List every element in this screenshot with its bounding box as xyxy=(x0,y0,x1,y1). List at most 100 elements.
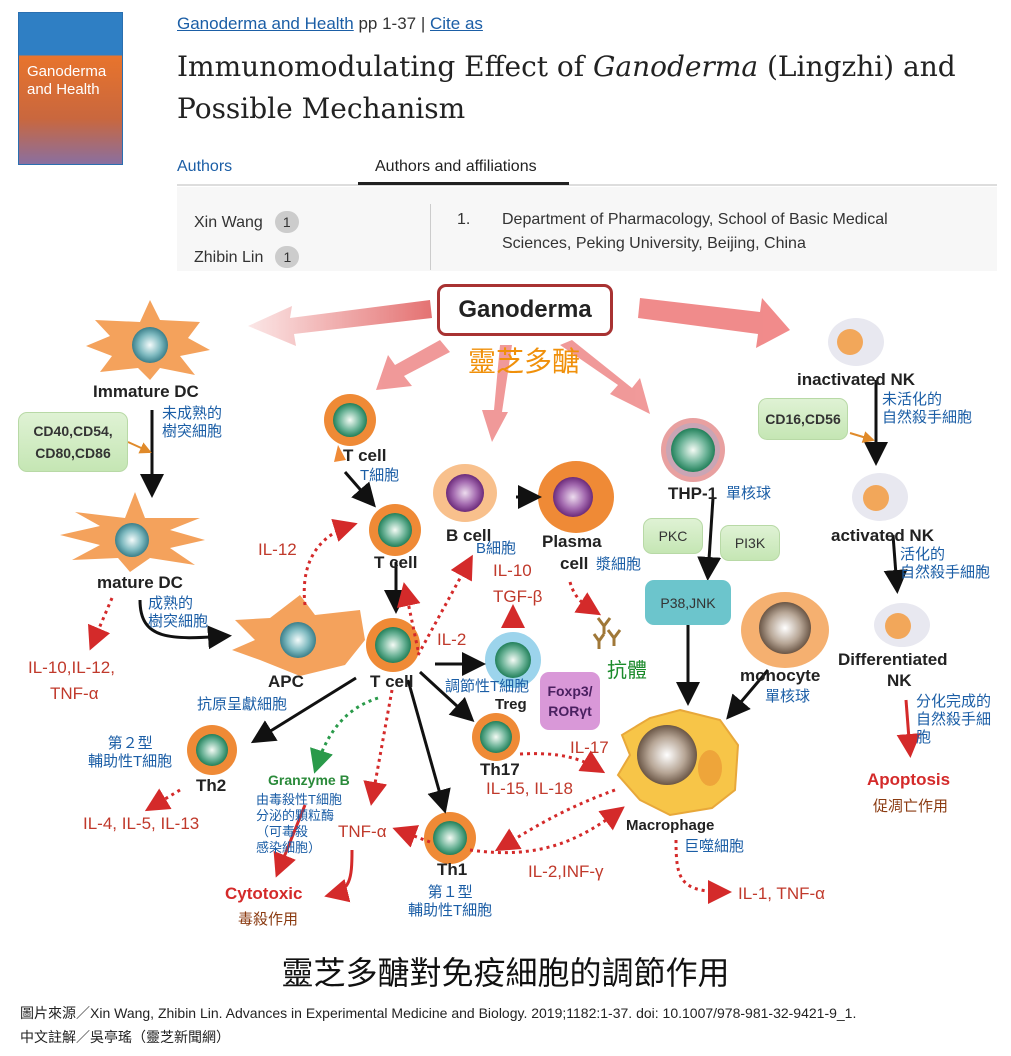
pink-arrow xyxy=(376,340,450,390)
th2-cell xyxy=(187,725,237,775)
pathway-arrows xyxy=(138,380,908,814)
il2-inf-label: IL-2,INF-γ xyxy=(528,862,604,881)
affiliation-line: Sciences, Peking University, Beijing, Ch… xyxy=(502,235,806,252)
pink-arrow xyxy=(482,345,512,442)
granzyme-arrow xyxy=(310,696,379,774)
affiliations-panel xyxy=(177,187,997,271)
author-name[interactable]: Zhibin Lin xyxy=(194,249,264,266)
cd16-box: CD16,CD56 xyxy=(758,398,848,440)
tab-authors-affiliations[interactable]: Authors and affiliations xyxy=(375,158,537,175)
tnfa-label: TNF-α xyxy=(338,822,387,841)
zh-line: 輔助性T細胞 xyxy=(408,902,493,919)
affiliation-line: Department of Pharmacology, School of Ba… xyxy=(502,211,888,228)
author-item[interactable]: Xin Wang 1 xyxy=(194,211,299,233)
title-part: (Lingzhi) and xyxy=(758,50,956,83)
monocyte-zh: 單核球 xyxy=(765,688,811,705)
zh-line: 輔助性T細胞 xyxy=(88,753,173,770)
affiliation-badge: 1 xyxy=(275,246,300,268)
affiliation-number: 1. xyxy=(457,211,471,228)
th1-zh: 第１型 輔助性T細胞 xyxy=(408,884,492,920)
granzyme-zh: 由毒殺性T細胞 分泌的顆粒酶 （可毒殺 感染細胞） xyxy=(256,792,342,856)
author-item[interactable]: Zhibin Lin 1 xyxy=(194,246,300,268)
thp1-cell xyxy=(661,418,725,482)
il17-label: IL-17 xyxy=(570,738,609,757)
marker-text: RORγt xyxy=(548,703,592,719)
marker-text: Foxp3/ xyxy=(547,683,593,699)
antibody-zh: 抗體 xyxy=(607,660,647,682)
zh-line: 第１型 xyxy=(427,884,473,901)
cover-title: Ganoderma and Health xyxy=(27,63,107,98)
apc-zh: 抗原呈獻細胞 xyxy=(197,696,288,713)
zh-line: 樹突細胞 xyxy=(148,613,209,630)
zh-line: 分泌的顆粒酶 xyxy=(256,808,335,823)
th17-label: Th17 xyxy=(480,760,520,779)
thp1-label: THP-1 xyxy=(668,484,718,503)
il15-18-label: IL-15, IL-18 xyxy=(486,779,573,798)
book-cover[interactable]: Ganoderma and Health xyxy=(18,12,123,165)
zh-line: 自然殺手細 xyxy=(916,711,992,728)
annotation-credit: 中文註解／吳亭瑤（靈芝新聞網） xyxy=(20,1029,230,1045)
antibody-icon xyxy=(592,617,622,649)
cytokine-arrows xyxy=(88,518,732,904)
il12-label: IL-12 xyxy=(258,540,297,559)
inactive-nk-cell xyxy=(828,318,884,366)
macrophage-label: Macrophage xyxy=(626,817,715,834)
t-cell-zh: T細胞 xyxy=(360,467,400,484)
marker-text: CD80,CD86 xyxy=(35,445,111,461)
treg-label: Treg xyxy=(495,696,527,713)
red-solid-arrows xyxy=(273,699,921,903)
immature-dc-zh: 未成熟的 樹突細胞 xyxy=(162,405,222,441)
title-part: Immunomodulating Effect of xyxy=(177,50,594,83)
image-source: 圖片來源／Xin Wang, Zhibin Lin. Advances in E… xyxy=(20,1005,857,1021)
pink-arrow xyxy=(638,298,790,348)
cd-markers-box: CD40,CD54, CD80,CD86 xyxy=(18,412,128,472)
ganoderma-source-box: Ganoderma xyxy=(437,284,613,336)
pi3k-box: PI3K xyxy=(720,525,780,561)
differentiated-nk-label: NK xyxy=(887,671,912,690)
book-link[interactable]: Ganoderma and Health xyxy=(177,14,354,33)
cytokine-line: IL-10,IL-12, xyxy=(28,658,115,677)
apoptosis-label: Apoptosis xyxy=(867,770,951,789)
plasma-cell-label: Plasma xyxy=(542,532,602,551)
p38-jnk-box: P38,JNK xyxy=(645,580,731,625)
dc-cytokines: IL-10,IL-12, TNF-α xyxy=(28,655,115,707)
th17-cell xyxy=(472,713,520,761)
il10-label: IL-10 xyxy=(493,561,532,580)
th1-cell xyxy=(424,812,476,864)
treg-zh: 調節性T細胞 xyxy=(445,678,530,695)
macrophage-cell xyxy=(616,708,740,817)
zh-line: 成熟的 xyxy=(148,595,194,612)
t-cell xyxy=(369,504,421,556)
plasma-cell-label: cell xyxy=(560,554,589,573)
zh-line: 樹突細胞 xyxy=(162,423,223,440)
th2-zh: 第２型 輔助性T細胞 xyxy=(88,735,172,771)
monocyte-cell xyxy=(741,592,829,668)
marker-arrows xyxy=(127,431,875,454)
plasma-cell-zh: 漿細胞 xyxy=(596,556,642,573)
zh-line: 自然殺手細胞 xyxy=(900,564,991,581)
plasma-cell xyxy=(538,461,614,533)
macrophage-cytokines: IL-1, TNF-α xyxy=(738,884,825,903)
zh-line: 分化完成的 xyxy=(916,693,992,710)
inactive-nk-label: inactivated NK xyxy=(797,370,916,389)
author-name[interactable]: Xin Wang xyxy=(194,214,263,231)
active-nk-zh: 活化的 自然殺手細胞 xyxy=(900,546,990,582)
polysaccharide-label: 靈芝多醣 xyxy=(468,346,581,377)
th1-label: Th1 xyxy=(437,860,468,879)
page-title: Immunomodulating Effect of Ganoderma (Li… xyxy=(177,46,997,130)
t-cell xyxy=(366,618,420,672)
pink-arrow xyxy=(560,340,650,414)
th2-cytokines: IL-4, IL-5, IL-13 xyxy=(83,814,200,833)
differentiated-nk-cell xyxy=(874,603,930,647)
thp1-zh: 單核球 xyxy=(726,485,772,502)
cite-as-link[interactable]: Cite as xyxy=(429,14,483,33)
cytokine-line: TNF-α xyxy=(50,684,99,703)
mature-dc-cell xyxy=(60,492,205,572)
il2-label: IL-2 xyxy=(437,630,467,649)
zh-line: 由毒殺性T細胞 xyxy=(256,792,342,807)
tab-authors[interactable]: Authors xyxy=(177,158,233,175)
panel-divider xyxy=(430,204,431,270)
zh-line: 未成熟的 xyxy=(162,405,223,422)
mature-dc-zh: 成熟的 樹突細胞 xyxy=(148,595,208,631)
